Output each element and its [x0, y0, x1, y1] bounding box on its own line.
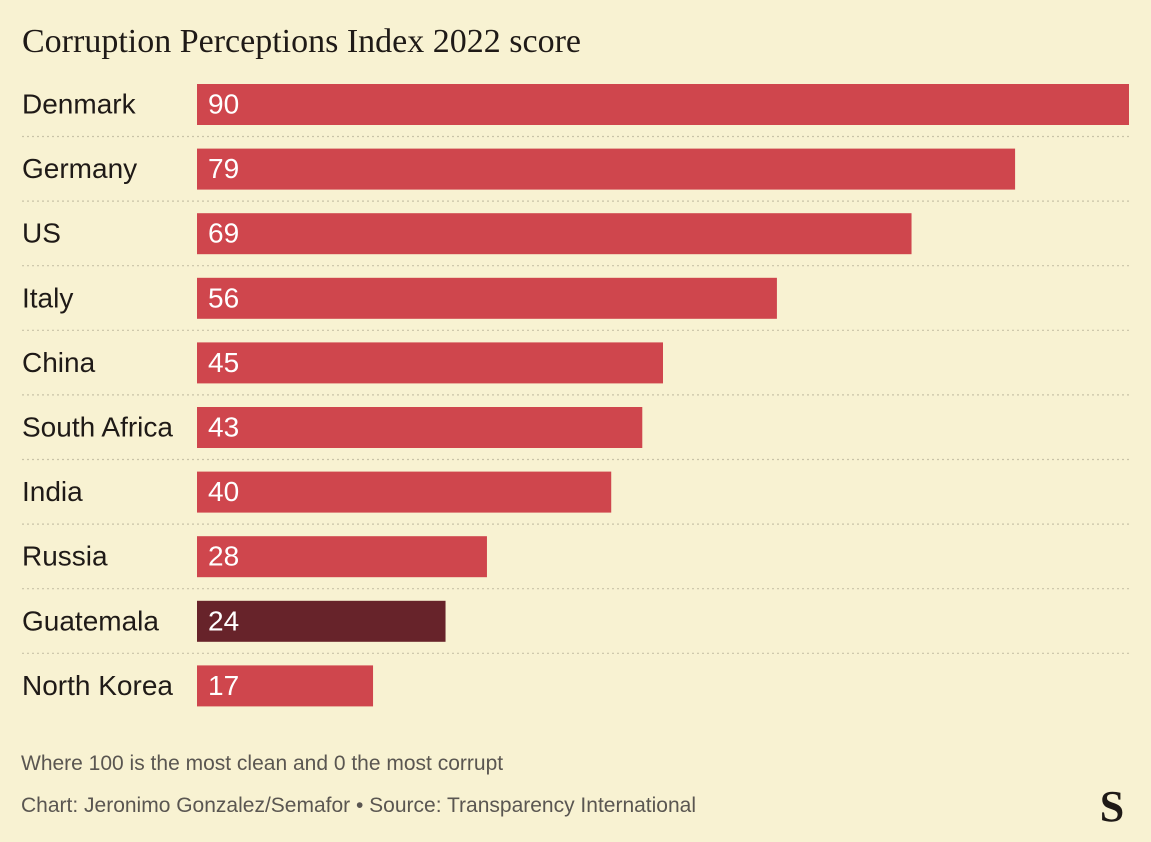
value-label: 90: [208, 89, 239, 120]
value-label: 40: [208, 476, 239, 507]
bar-chart: Denmark 90 Germany 79 US 69 Italy 56 China 45 Sout…: [22, 84, 1129, 707]
bar: [197, 471, 612, 513]
category-label: Italy: [22, 282, 73, 313]
value-label: 56: [208, 282, 239, 313]
semafor-logo: S: [1092, 785, 1132, 825]
category-label: North Korea: [22, 670, 173, 701]
bar: [197, 536, 487, 578]
value-label: 17: [208, 670, 239, 701]
bar: [197, 84, 1129, 125]
category-label: India: [22, 476, 83, 507]
bar: [197, 213, 912, 255]
chart-title: Corruption Perceptions Index 2022 score: [22, 23, 581, 60]
category-label: China: [22, 347, 96, 378]
value-label: 28: [208, 541, 239, 572]
bar: [197, 148, 1016, 190]
value-label: 24: [208, 605, 239, 636]
category-label: Germany: [22, 153, 137, 184]
category-label: Guatemala: [22, 605, 159, 636]
bar: [197, 342, 663, 384]
bar: [197, 277, 777, 319]
category-label: US: [22, 218, 61, 249]
bar: [197, 665, 374, 707]
category-label: Denmark: [22, 89, 137, 120]
value-label: 45: [208, 347, 239, 378]
svg-text:S: S: [1100, 785, 1124, 825]
chart-credit: Chart: Jeronimo Gonzalez/Semafor • Sourc…: [21, 794, 697, 817]
category-label: South Africa: [22, 412, 173, 443]
value-label: 79: [208, 153, 239, 184]
value-label: 69: [208, 218, 239, 249]
chart-footnote: Where 100 is the most clean and 0 the mo…: [21, 752, 504, 775]
bar-highlight: [197, 600, 446, 642]
value-label: 43: [208, 412, 239, 443]
category-label: Russia: [22, 541, 108, 572]
bar: [197, 407, 643, 448]
